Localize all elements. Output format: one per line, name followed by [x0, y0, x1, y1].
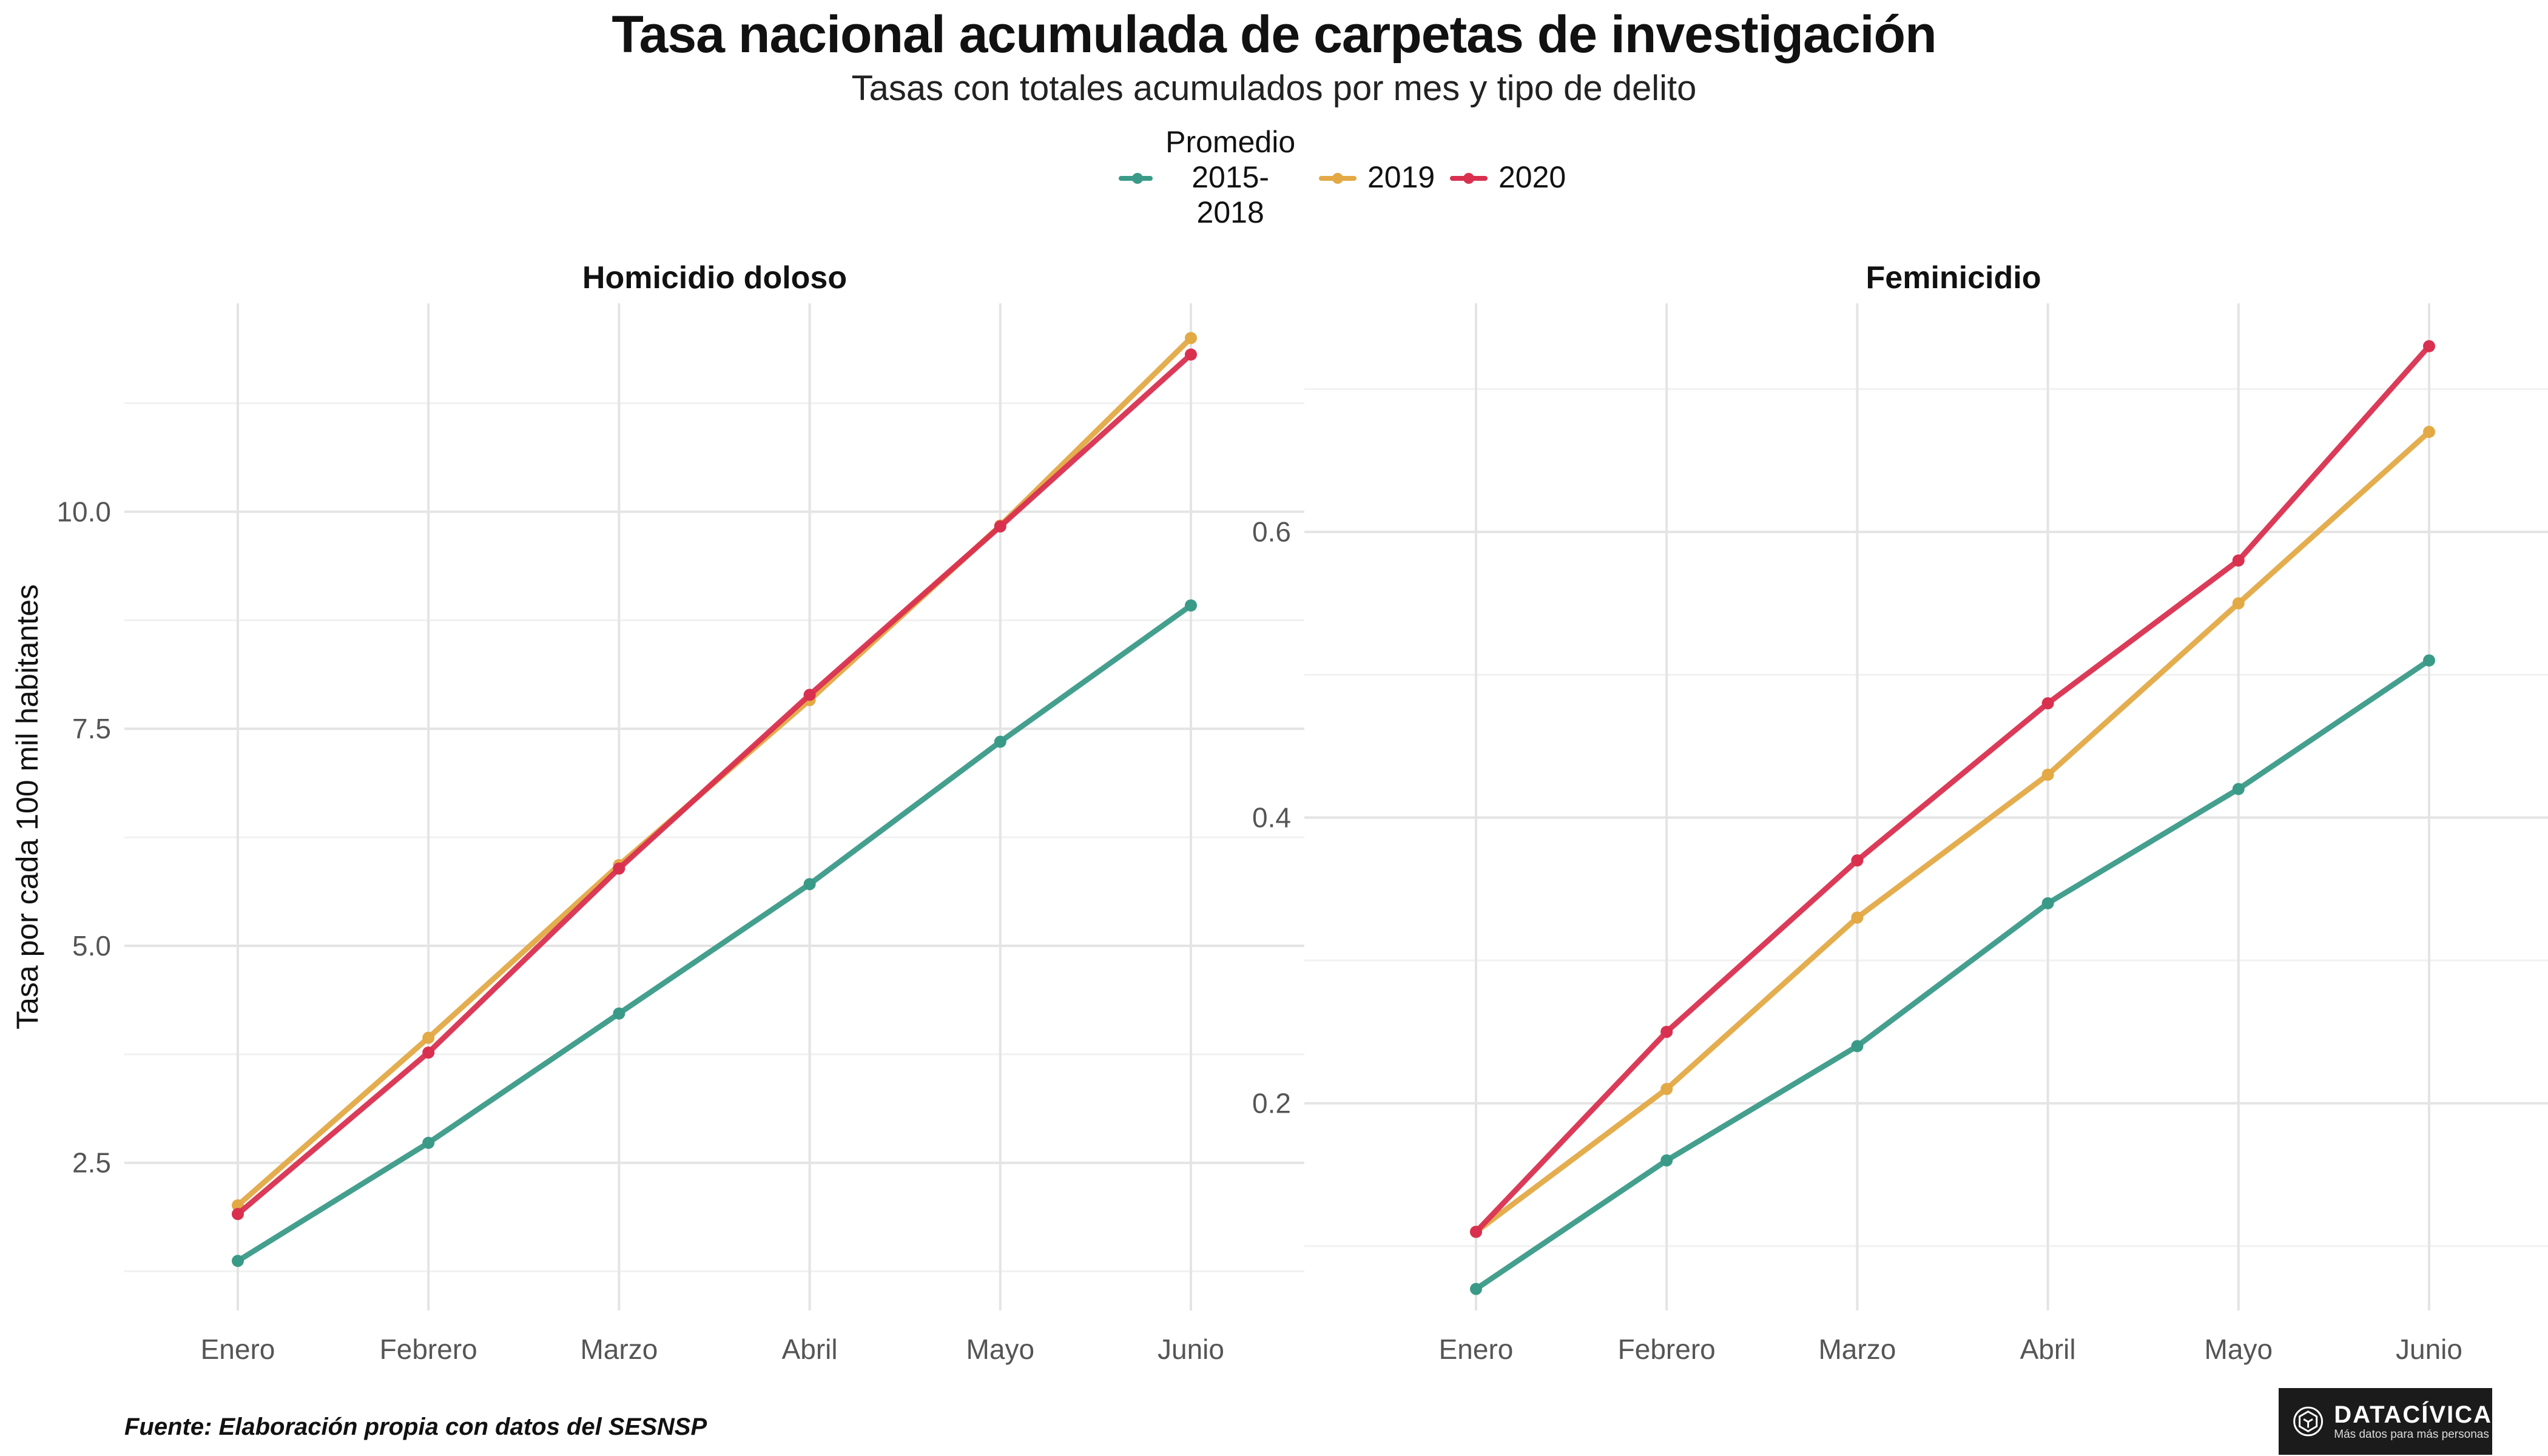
legend-key-2019: [1316, 165, 1359, 189]
data-point: [1185, 332, 1197, 345]
series-2: [232, 348, 1197, 1221]
series-2: [1470, 340, 2435, 1238]
legend-item-2020: 2020: [1448, 141, 1566, 214]
logo-mark-icon: [2293, 1406, 2324, 1437]
data-point: [232, 1208, 244, 1221]
x-tick-label: Junio: [2396, 1333, 2462, 1365]
y-tick-label: 0.2: [1252, 1088, 1291, 1119]
y-axis-label: Tasa por cada 100 mil habitantes: [10, 584, 44, 1030]
data-point: [1660, 1025, 1673, 1038]
x-tick-label: Mayo: [966, 1333, 1034, 1365]
data-point: [1851, 854, 1864, 867]
data-point: [422, 1031, 435, 1044]
y-tick-label: 10.0: [56, 496, 111, 527]
legend-label-2020: 2020: [1498, 160, 1566, 194]
x-tick-label: Abril: [782, 1333, 838, 1365]
legend-label-2019: 2019: [1367, 160, 1435, 194]
panel-1: 0.2 0.4 0.6 Enero Febrero Marzo Abril Mayo Junio…: [1252, 260, 2548, 1365]
legend-item-2019: 2019: [1316, 141, 1435, 214]
x-tick-label: Marzo: [1818, 1333, 1896, 1365]
data-point: [2232, 783, 2245, 795]
data-point: [1660, 1154, 1673, 1167]
data-point: [613, 862, 625, 875]
data-point: [2423, 425, 2435, 438]
series-1: [1470, 425, 2435, 1238]
data-point: [994, 520, 1006, 533]
chart-title: Tasa nacional acumulada de carpetas de i…: [612, 5, 1936, 64]
x-tick-label: Febrero: [1618, 1333, 1716, 1365]
data-point: [803, 878, 816, 891]
data-point: [994, 735, 1006, 748]
data-point: [2423, 654, 2435, 667]
data-point: [2041, 697, 2054, 710]
series-0: [232, 599, 1197, 1267]
data-point: [232, 1255, 244, 1267]
data-point: [1470, 1282, 1482, 1295]
data-point: [1851, 911, 1864, 924]
x-tick-label: Febrero: [380, 1333, 477, 1365]
series-line: [235, 335, 1194, 1208]
y-tick-label: 0.6: [1252, 516, 1291, 548]
legend-item-promedio: Promedio 2015-2018: [1116, 125, 1297, 229]
legend-key-2020: [1448, 165, 1490, 189]
series-0: [1470, 654, 2435, 1295]
data-point: [422, 1136, 435, 1149]
panel-0: 2.5 5.0 7.5 10.0 Enero Febrero Marzo Abril Mayo J…: [10, 260, 1304, 1365]
panel-title: Homicidio doloso: [582, 260, 847, 295]
series-line: [1473, 429, 2432, 1235]
data-point: [1185, 348, 1197, 361]
datacivica-logo: DATACÍVICA Más datos para más personas: [2279, 1388, 2492, 1455]
data-point: [1185, 599, 1197, 612]
chart-subtitle: Tasas con totales acumulados por mes y t…: [851, 69, 1697, 108]
data-point: [422, 1046, 435, 1059]
data-point: [2041, 769, 2054, 781]
x-tick-label: Enero: [201, 1333, 275, 1365]
logo-tagline: Más datos para más personas: [2334, 1428, 2489, 1441]
data-point: [1470, 1225, 1482, 1238]
x-tick-label: Junio: [1158, 1333, 1224, 1365]
data-point: [2232, 597, 2245, 610]
legend-key-promedio: [1116, 165, 1155, 189]
data-point: [2423, 340, 2435, 352]
data-point: [1851, 1040, 1864, 1053]
series-1: [232, 332, 1197, 1212]
legend-label-promedio: Promedio 2015-2018: [1165, 125, 1296, 229]
x-tick-label: Mayo: [2205, 1333, 2273, 1365]
series-line: [235, 602, 1194, 1264]
logo-name: DATACÍVICA: [2334, 1401, 2492, 1428]
data-point: [1660, 1083, 1673, 1096]
data-point: [2232, 554, 2245, 567]
x-tick-label: Marzo: [580, 1333, 658, 1365]
y-tick-label: 7.5: [72, 713, 111, 744]
x-tick-label: Enero: [1439, 1333, 1514, 1365]
data-point: [803, 689, 816, 701]
source-caption: Fuente: Elaboración propia con datos del…: [124, 1414, 707, 1440]
data-point: [2041, 897, 2054, 909]
y-tick-label: 0.4: [1252, 802, 1291, 834]
y-tick-label: 2.5: [72, 1147, 111, 1179]
data-point: [613, 1007, 625, 1020]
panel-title: Feminicidio: [1866, 260, 2041, 295]
x-tick-label: Abril: [2020, 1333, 2076, 1365]
y-tick-label: 5.0: [72, 930, 111, 962]
series-line: [1473, 658, 2432, 1292]
series-line: [1473, 343, 2432, 1235]
series-line: [235, 351, 1194, 1217]
